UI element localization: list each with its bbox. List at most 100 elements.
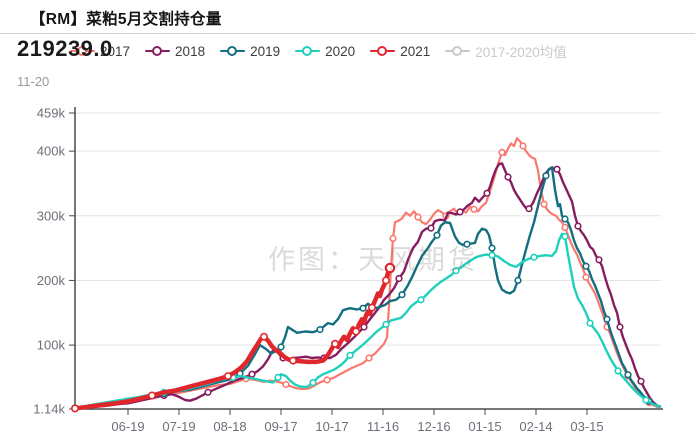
point-marker-2018 xyxy=(637,377,645,385)
point-marker-2020 xyxy=(382,320,390,329)
point-marker-2021 xyxy=(224,372,233,381)
x-axis-label: 02-14 xyxy=(519,419,552,434)
legend-label: 2017 xyxy=(100,43,131,59)
point-marker-2020 xyxy=(274,373,282,382)
x-axis-label: 11-16 xyxy=(367,419,399,434)
point-marker-2017 xyxy=(365,354,373,362)
point-marker-2018 xyxy=(248,370,256,378)
y-axis-label: 459k xyxy=(37,106,66,121)
legend-item-2017[interactable]: 2017 xyxy=(70,44,130,59)
legend-label: 2019 xyxy=(250,43,281,59)
legend-line-circle-icon xyxy=(370,46,396,56)
x-axis-label: 09-17 xyxy=(264,419,297,434)
point-marker-2017 xyxy=(540,200,548,208)
point-marker-2018 xyxy=(574,222,582,230)
point-marker-2017 xyxy=(282,380,290,389)
line-2021 xyxy=(72,265,393,411)
point-marker-2017 xyxy=(389,234,397,242)
line-2020 xyxy=(73,232,662,409)
line-2019 xyxy=(73,166,662,410)
legend-line-circle-icon xyxy=(70,46,95,56)
point-marker-2021 xyxy=(367,303,376,312)
point-marker-2017 xyxy=(561,223,569,231)
point-marker-2020 xyxy=(642,396,650,404)
point-marker-2020 xyxy=(488,251,496,259)
axes: 1.14k 100k 200k 300k 400k 459k 06-19 07-19 08-18… xyxy=(33,106,663,434)
point-marker-2021 xyxy=(148,391,157,400)
y-axis-label: 300k xyxy=(37,208,66,223)
legend: 2017 2018 2019 2020 2021 2017-2020均值 xyxy=(70,41,567,61)
point-marker-2021 xyxy=(259,332,268,341)
legend-item-2019[interactable]: 2019 xyxy=(220,44,280,59)
x-axis-label: 07-19 xyxy=(162,419,195,434)
point-marker-2020 xyxy=(561,232,569,241)
hover-value-readout: 219239.0 xyxy=(17,36,113,61)
x-axis-label: 12-16 xyxy=(417,419,450,434)
point-marker-2019 xyxy=(359,304,367,312)
point-marker-2018 xyxy=(504,173,512,181)
x-axis-label: 10-17 xyxy=(315,419,348,434)
point-marker-2020 xyxy=(417,296,425,304)
y-axis-label: 1.14k xyxy=(33,402,65,417)
chart-title: 【RM】菜粕5月交割持仓量 xyxy=(30,11,222,28)
legend-label: 2021 xyxy=(400,43,431,59)
point-marker-2021 xyxy=(71,404,80,413)
legend-item-2020[interactable]: 2020 xyxy=(295,44,355,59)
point-marker-2019 xyxy=(398,291,406,299)
y-axis-label: 400k xyxy=(37,144,66,159)
point-marker-2018 xyxy=(427,224,435,232)
point-marker-2018 xyxy=(456,208,464,216)
point-marker-2017 xyxy=(582,273,590,281)
x-axis-label: 03-15 xyxy=(570,419,603,434)
point-marker-2021 xyxy=(351,327,360,336)
point-marker-2018 xyxy=(595,256,603,264)
hover-point-marker xyxy=(384,262,396,274)
point-marker-2019 xyxy=(277,343,285,351)
legend-label: 2017-2020均值 xyxy=(475,45,567,60)
point-marker-2019 xyxy=(488,244,496,252)
legend-item-2021[interactable]: 2021 xyxy=(370,44,430,59)
y-axis-label: 200k xyxy=(37,273,66,288)
point-marker-2020 xyxy=(346,351,354,360)
legend-line-circle-icon xyxy=(220,46,246,56)
point-marker-2017 xyxy=(414,213,422,221)
legend-line-circle-icon xyxy=(295,46,321,56)
point-marker-2019 xyxy=(624,371,632,379)
series-2021 xyxy=(71,265,393,413)
point-marker-2019 xyxy=(433,231,441,239)
point-marker-2018 xyxy=(483,189,491,197)
line-2018 xyxy=(73,162,661,410)
y-axis-label: 100k xyxy=(37,338,66,353)
point-marker-2020 xyxy=(530,253,538,261)
point-marker-2019 xyxy=(603,315,611,323)
point-marker-2018 xyxy=(360,323,368,331)
point-marker-2018 xyxy=(616,323,624,331)
point-marker-2020 xyxy=(586,319,594,327)
point-marker-2018 xyxy=(525,205,533,213)
point-marker-2019 xyxy=(463,240,471,248)
point-marker-2020 xyxy=(614,367,622,375)
point-marker-2018 xyxy=(395,274,403,283)
x-axis-label: 01-15 xyxy=(468,419,501,434)
x-axis-label: 06-19 xyxy=(111,419,144,434)
series-2018 xyxy=(71,162,661,413)
title-divider xyxy=(0,33,695,34)
point-marker-2019 xyxy=(582,262,590,270)
point-marker-2019 xyxy=(514,276,522,285)
hover-date-readout: 11-20 xyxy=(17,74,50,89)
legend-item-2018[interactable]: 2018 xyxy=(145,44,205,59)
point-marker-2019 xyxy=(561,215,569,223)
point-marker-2021 xyxy=(381,276,390,285)
point-marker-2018 xyxy=(553,165,561,173)
point-marker-2019 xyxy=(316,326,324,334)
point-marker-2020 xyxy=(452,267,460,275)
point-marker-2017 xyxy=(470,205,478,213)
point-marker-2020 xyxy=(309,379,317,387)
point-marker-2017 xyxy=(323,376,331,384)
point-marker-2017 xyxy=(498,148,506,156)
legend-line-circle-icon xyxy=(145,46,171,56)
legend-item-2017-2020均值[interactable]: 2017-2020均值 xyxy=(445,41,567,61)
point-marker-2021 xyxy=(288,356,297,365)
series-2017 xyxy=(71,137,660,413)
